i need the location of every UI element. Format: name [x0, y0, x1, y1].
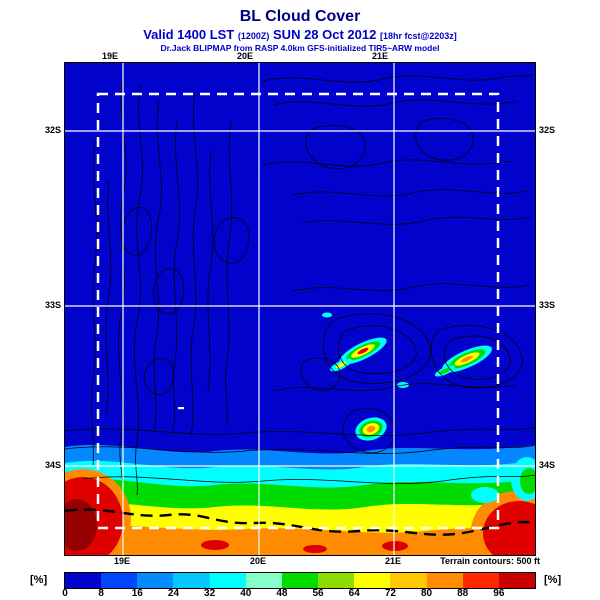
lat-label-left-32s: 32S — [44, 125, 61, 135]
terrain-contour-lines — [65, 74, 535, 498]
colorbar-tick: 48 — [276, 588, 288, 599]
colorbar-tick: 88 — [457, 588, 469, 599]
lon-label-top-20e: 20E — [236, 51, 253, 61]
lat-label-left-33s: 33S — [44, 300, 61, 310]
colorbar-segment — [426, 573, 463, 588]
colorbar-tick: 16 — [131, 588, 143, 599]
valid-time-line: Valid 1400 LST (1200Z) SUN 28 Oct 2012 [… — [0, 27, 600, 42]
colorbar-segment — [137, 573, 174, 588]
lat-label-right-32s: 32S — [539, 125, 556, 135]
lat-label-left-34s: 34S — [44, 460, 61, 470]
colorbar-tick: 72 — [384, 588, 396, 599]
site-marker — [178, 407, 184, 410]
model-credit-line: Dr.Jack BLIPMAP from RASP 4.0km GFS-init… — [160, 43, 440, 53]
unit-label-right: [%] — [544, 574, 562, 586]
colorbar — [64, 572, 536, 589]
colorbar-tick: 56 — [312, 588, 324, 599]
colorbar-segment — [390, 573, 427, 588]
colorbar-tick: 8 — [98, 588, 104, 599]
colorbar-tick: 80 — [420, 588, 433, 599]
colorbar-segment — [281, 573, 319, 588]
colorbar-segment — [245, 573, 282, 588]
lon-label-top-21e: 21E — [371, 51, 388, 61]
valid-fcst: [18hr fcst@2203z] — [379, 31, 457, 41]
lon-label-bottom-20e: 20E — [249, 556, 266, 566]
lat-label-right-33s: 33S — [539, 300, 556, 310]
colorbar-segment — [498, 573, 536, 588]
domain-boundary-box — [96, 92, 500, 530]
colorbar-tick: 32 — [204, 588, 216, 599]
colorbar-segment — [462, 573, 499, 588]
colorbar-tick: 0 — [62, 588, 68, 599]
colorbar-tick: 64 — [348, 588, 360, 599]
colorbar-tick: 96 — [493, 588, 505, 599]
valid-prefix: Valid 1400 LST — [143, 27, 235, 42]
colorbar-tick: 40 — [240, 588, 252, 599]
colorbar-tick: 24 — [167, 588, 180, 599]
lon-label-bottom-21e: 21E — [384, 556, 401, 566]
graticule — [65, 63, 535, 555]
lon-label-top-19e: 19E — [101, 51, 118, 61]
lat-label-right-34s: 34S — [539, 460, 556, 470]
colorbar-segment — [209, 573, 246, 588]
terrain-contours-note: Terrain contours: 500 ft — [440, 556, 540, 566]
cloud-field — [65, 63, 535, 555]
unit-label-left: [%] — [30, 574, 48, 586]
map-area — [64, 62, 536, 556]
colorbar-segment — [318, 573, 355, 588]
colorbar-segment — [173, 573, 210, 588]
page-title: BL Cloud Cover — [239, 8, 361, 25]
coastline-dashed-contour — [65, 508, 535, 536]
colorbar-segment — [101, 573, 138, 588]
colorbar-ticks: 0 8 16 24 32 40 48 56 64 72 80 88 96 — [62, 588, 535, 600]
valid-date: SUN 28 Oct 2012 — [273, 27, 377, 42]
lon-label-bottom-19e: 19E — [113, 556, 130, 566]
colorbar-segment — [65, 573, 102, 588]
colorbar-segment — [354, 573, 391, 588]
map-canvas — [65, 63, 535, 555]
valid-zulu: (1200Z) — [237, 31, 270, 41]
